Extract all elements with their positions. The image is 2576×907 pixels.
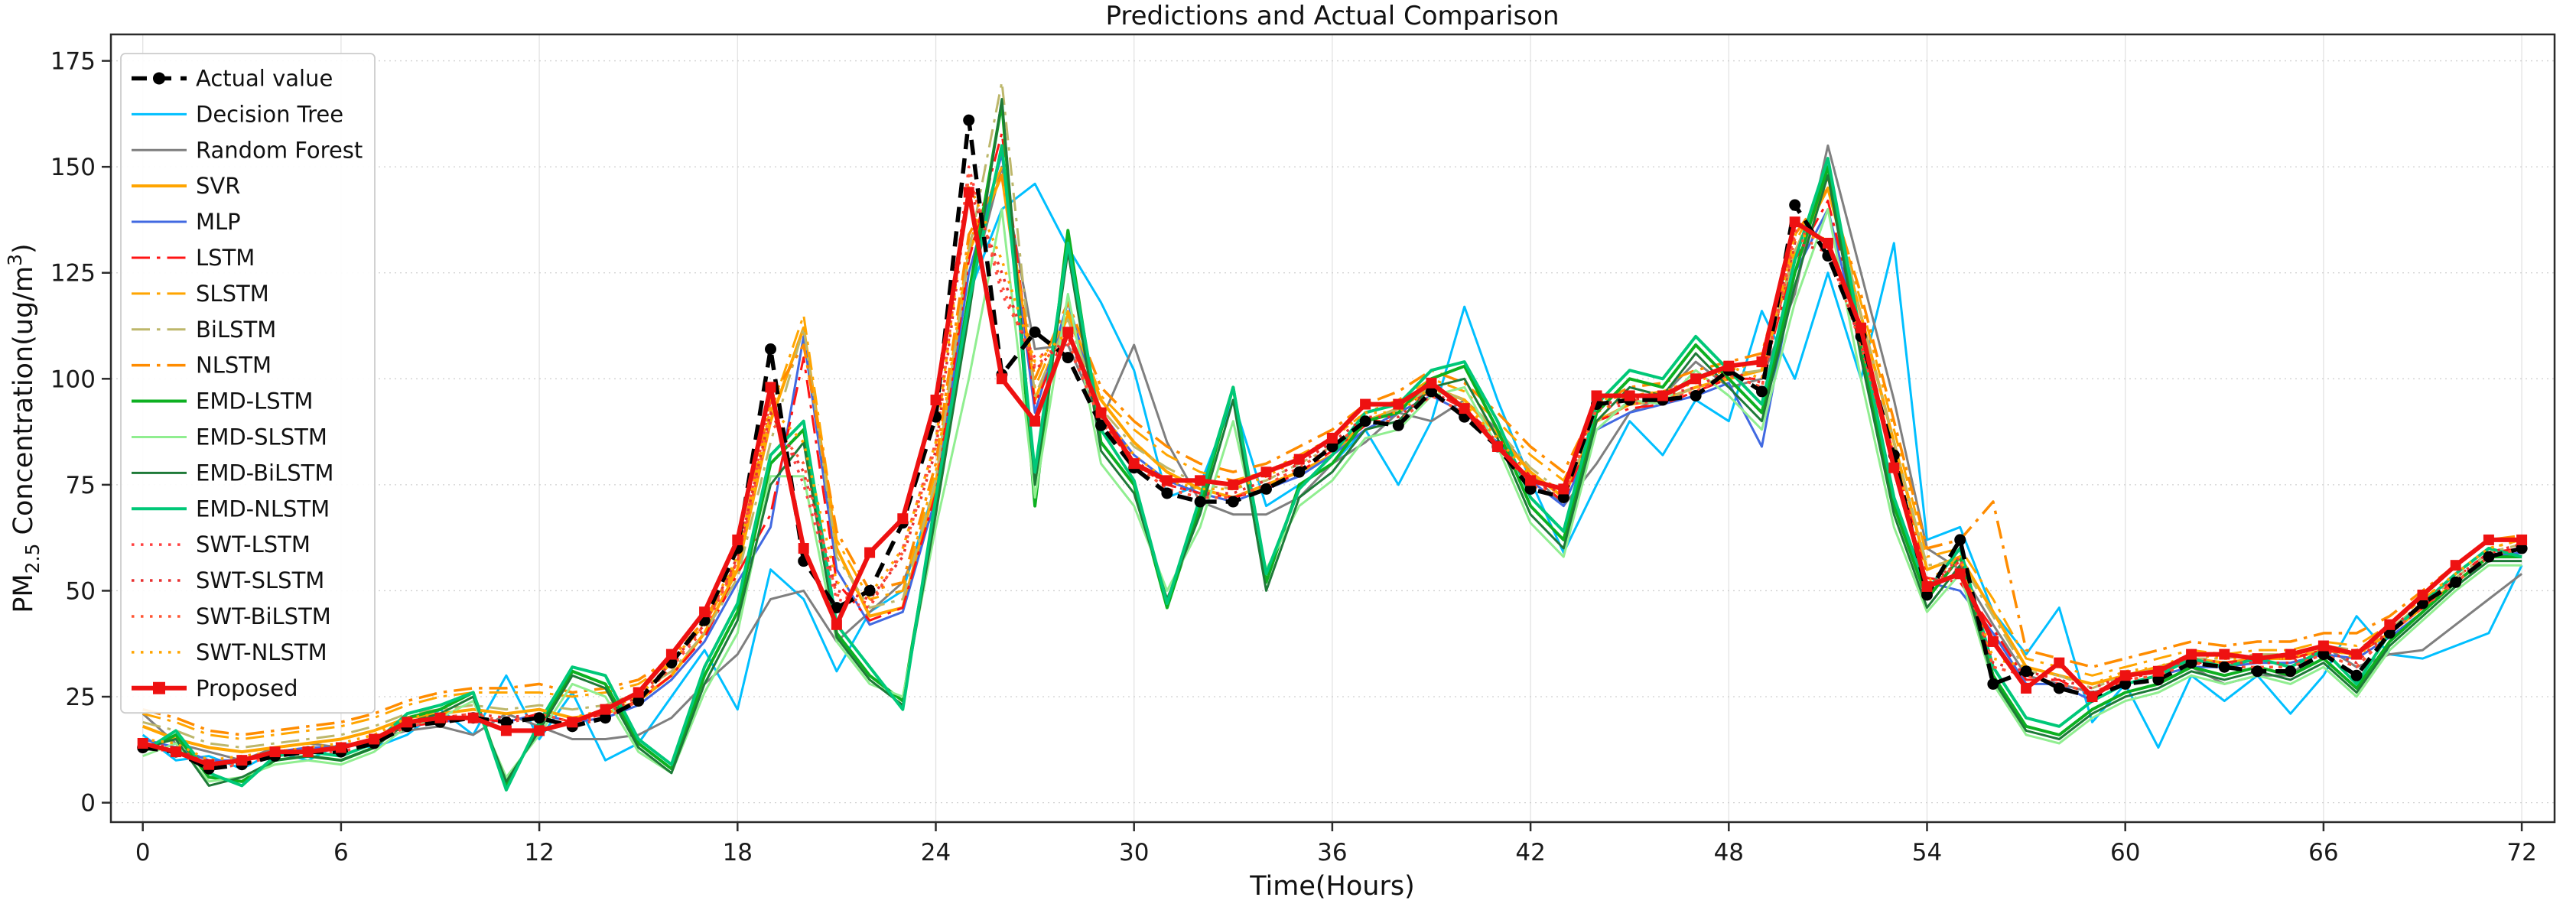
- x-axis-label: Time(Hours): [1249, 871, 1415, 902]
- x-tick-label-42: 42: [1515, 839, 1545, 866]
- legend-item-slstm: SLSTM: [132, 281, 269, 307]
- x-tick-label-0: 0: [135, 839, 151, 866]
- legend-item-decision-tree: Decision Tree: [132, 101, 343, 127]
- y-axis-label-text: PM2.5 Concentration(ug/m3): [4, 243, 44, 613]
- y-tick-label-100: 100: [50, 366, 96, 393]
- legend-item-actual-value: Actual value: [132, 65, 333, 91]
- y-tick-label-150: 150: [50, 154, 96, 181]
- chart-title: Predictions and Actual Comparison: [1105, 1, 1559, 31]
- x-tick-label-6: 6: [333, 839, 349, 866]
- x-tick-label-18: 18: [723, 839, 753, 866]
- legend-item-emd-lstm: EMD-LSTM: [132, 388, 313, 414]
- legend-item-emd-nlstm: EMD-NLSTM: [132, 496, 330, 522]
- legend-label-emd-nlstm: EMD-NLSTM: [196, 496, 330, 522]
- legend-label-lstm: LSTM: [196, 245, 255, 271]
- x-tick-label-36: 36: [1317, 839, 1347, 866]
- legend-label-mlp: MLP: [196, 209, 241, 235]
- series-markers-proposed: [137, 187, 2528, 770]
- legend-item-emd-bilstm: EMD-BiLSTM: [132, 460, 333, 486]
- legend-label-emd-bilstm: EMD-BiLSTM: [196, 460, 333, 486]
- legend-label-emd-lstm: EMD-LSTM: [196, 388, 313, 414]
- legend-label-svr: SVR: [196, 173, 240, 199]
- y-tick-label-0: 0: [80, 790, 96, 818]
- legend-label-swt-nlstm: SWT-NLSTM: [196, 639, 327, 665]
- legend-item-bilstm: BiLSTM: [132, 317, 276, 343]
- axis-ticks: 0 6 12 18 24 30 36 42 48 54 60 66 72 0 25 50 75 100 125 150…: [50, 48, 2537, 866]
- legend-item-swt-lstm: SWT-LSTM: [132, 532, 311, 558]
- x-tick-label-48: 48: [1714, 839, 1744, 866]
- legend-item-proposed: Proposed: [132, 675, 298, 701]
- y-tick-label-50: 50: [66, 577, 96, 605]
- legend-item-lstm: LSTM: [132, 245, 255, 271]
- series-line-nlstm: [142, 174, 2522, 736]
- y-tick-label-25: 25: [66, 684, 96, 711]
- legend-label-decision-tree: Decision Tree: [196, 101, 343, 127]
- legend-item-mlp: MLP: [132, 209, 241, 235]
- x-tick-label-72: 72: [2506, 839, 2536, 866]
- legend-label-swt-lstm: SWT-LSTM: [196, 532, 311, 558]
- legend-label-emd-slstm: EMD-SLSTM: [196, 424, 327, 450]
- legend-label-slstm: SLSTM: [196, 281, 269, 307]
- y-tick-label-75: 75: [66, 472, 96, 499]
- legend-label-nlstm: NLSTM: [196, 353, 272, 379]
- x-tick-label-30: 30: [1119, 839, 1149, 866]
- legend-box: [120, 53, 376, 714]
- legend-item-swt-bilstm: SWT-BiLSTM: [132, 603, 331, 629]
- legend-item-emd-slstm: EMD-SLSTM: [132, 424, 327, 450]
- legend-item-swt-nlstm: SWT-NLSTM: [132, 639, 327, 665]
- legend-label-random-forest: Random Forest: [196, 137, 363, 163]
- legend-label-swt-slstm: SWT-SLSTM: [196, 567, 324, 593]
- x-tick-label-66: 66: [2308, 839, 2338, 866]
- legend-label-proposed: Proposed: [196, 675, 298, 701]
- legend-item-swt-slstm: SWT-SLSTM: [132, 567, 324, 593]
- x-tick-label-12: 12: [524, 839, 554, 866]
- y-tick-label-125: 125: [50, 260, 96, 288]
- legend-item-svr: SVR: [132, 173, 240, 199]
- y-tick-label-175: 175: [50, 48, 96, 76]
- legend-item-nlstm: NLSTM: [132, 353, 272, 379]
- legend-label-swt-bilstm: SWT-BiLSTM: [196, 603, 331, 629]
- legend-label-bilstm: BiLSTM: [196, 317, 276, 343]
- legend: Actual value Decision Tree Random Forest SV…: [120, 53, 376, 714]
- x-tick-label-54: 54: [1912, 839, 1942, 866]
- legend-label-actual-value: Actual value: [196, 65, 333, 91]
- series-lines: [137, 80, 2528, 792]
- gridlines: [111, 34, 2555, 822]
- legend-item-random-forest: Random Forest: [132, 137, 363, 163]
- x-tick-label-24: 24: [921, 839, 951, 866]
- y-axis-label: PM2.5 Concentration(ug/m3): [4, 243, 44, 613]
- x-tick-label-60: 60: [2110, 839, 2140, 866]
